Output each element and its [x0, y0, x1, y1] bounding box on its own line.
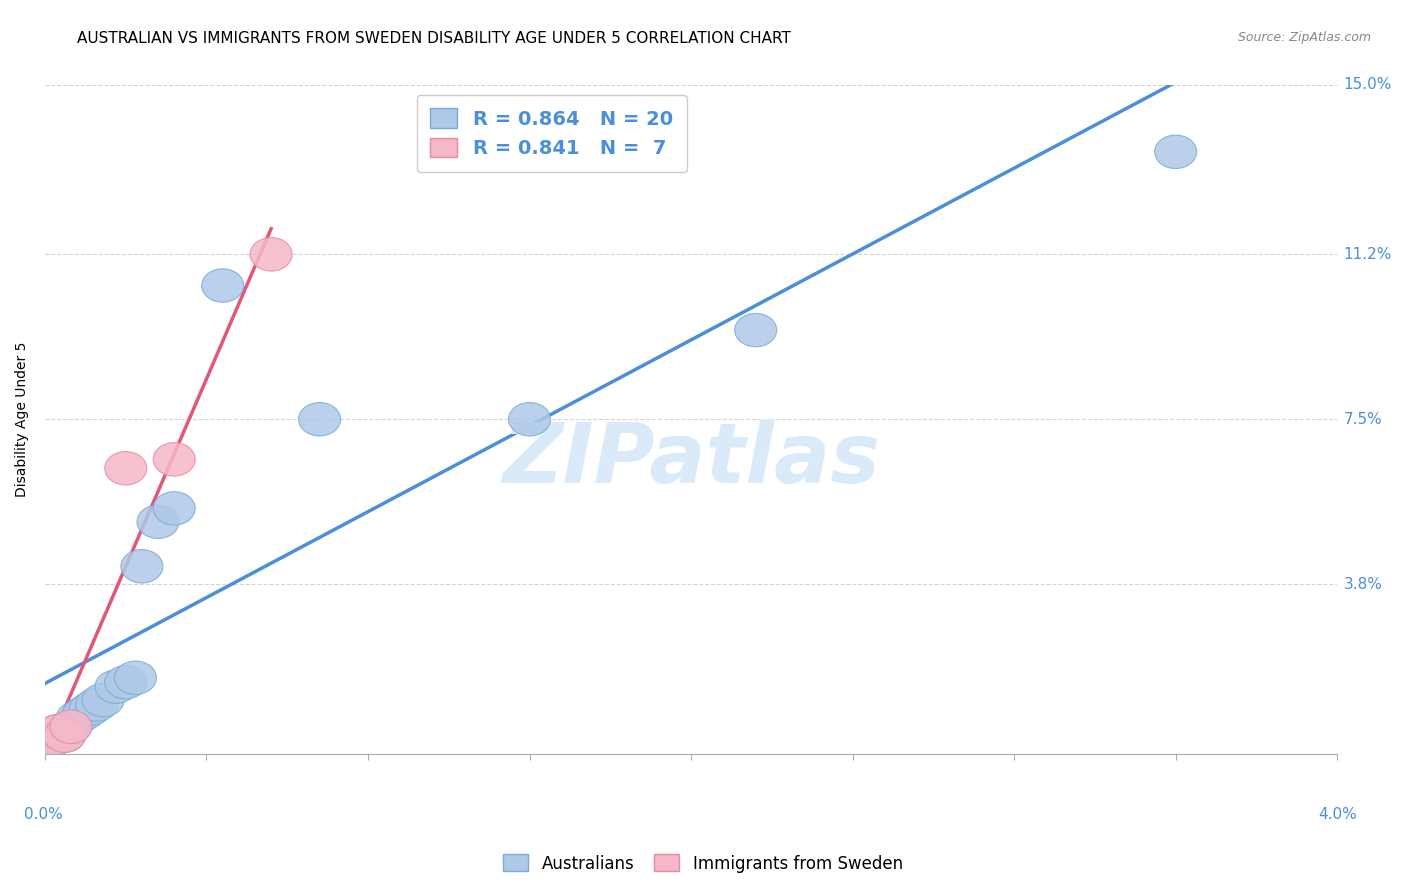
Ellipse shape [44, 719, 86, 753]
Ellipse shape [31, 723, 73, 757]
Ellipse shape [735, 313, 776, 347]
Text: 15.0%: 15.0% [1344, 78, 1392, 93]
Ellipse shape [201, 268, 243, 302]
Ellipse shape [63, 697, 104, 731]
Ellipse shape [49, 710, 91, 744]
Text: 7.5%: 7.5% [1344, 412, 1382, 426]
Ellipse shape [56, 701, 98, 735]
Text: 11.2%: 11.2% [1344, 247, 1392, 262]
Ellipse shape [104, 451, 146, 485]
Ellipse shape [44, 719, 86, 753]
Ellipse shape [82, 683, 124, 717]
Y-axis label: Disability Age Under 5: Disability Age Under 5 [15, 342, 30, 497]
Ellipse shape [49, 710, 91, 744]
Ellipse shape [114, 661, 156, 695]
Ellipse shape [250, 237, 292, 271]
Text: 0.0%: 0.0% [24, 807, 63, 822]
Ellipse shape [153, 442, 195, 476]
Ellipse shape [37, 714, 79, 748]
Ellipse shape [136, 505, 179, 539]
Ellipse shape [104, 665, 146, 699]
Ellipse shape [96, 670, 136, 704]
Ellipse shape [1154, 135, 1197, 169]
Legend: R = 0.864   N = 20, R = 0.841   N =  7: R = 0.864 N = 20, R = 0.841 N = 7 [416, 95, 686, 171]
Ellipse shape [31, 723, 73, 757]
Text: ZIPatlas: ZIPatlas [502, 419, 880, 500]
Ellipse shape [121, 549, 163, 583]
Text: Source: ZipAtlas.com: Source: ZipAtlas.com [1237, 31, 1371, 45]
Ellipse shape [298, 402, 340, 436]
Legend: Australians, Immigrants from Sweden: Australians, Immigrants from Sweden [496, 847, 910, 880]
Text: AUSTRALIAN VS IMMIGRANTS FROM SWEDEN DISABILITY AGE UNDER 5 CORRELATION CHART: AUSTRALIAN VS IMMIGRANTS FROM SWEDEN DIS… [77, 31, 792, 46]
Ellipse shape [37, 714, 79, 748]
Text: 4.0%: 4.0% [1317, 807, 1357, 822]
Ellipse shape [153, 491, 195, 525]
Ellipse shape [509, 402, 551, 436]
Ellipse shape [69, 692, 111, 726]
Text: 3.8%: 3.8% [1344, 576, 1382, 591]
Ellipse shape [76, 688, 118, 722]
